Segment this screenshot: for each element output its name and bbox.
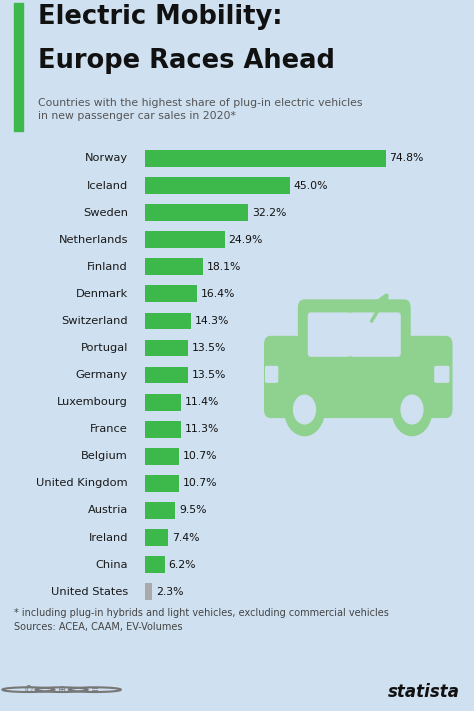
Text: 74.8%: 74.8% — [390, 154, 424, 164]
Text: Germany: Germany — [76, 370, 128, 380]
Bar — [145, 529, 168, 546]
Text: Electric Mobility:: Electric Mobility: — [38, 4, 283, 31]
Text: Countries with the highest share of plug-in electric vehicles
in new passenger c: Countries with the highest share of plug… — [38, 97, 363, 122]
Text: Luxembourg: Luxembourg — [57, 397, 128, 407]
Text: 13.5%: 13.5% — [192, 343, 226, 353]
Text: ⚡: ⚡ — [370, 294, 388, 319]
Text: United Kingdom: United Kingdom — [36, 479, 128, 488]
Text: Belgium: Belgium — [81, 451, 128, 461]
Text: 14.3%: 14.3% — [194, 316, 229, 326]
Text: 6.2%: 6.2% — [168, 560, 196, 570]
Text: 24.9%: 24.9% — [228, 235, 263, 245]
Text: 45.0%: 45.0% — [293, 181, 328, 191]
Bar — [145, 367, 188, 383]
Text: Sweden: Sweden — [83, 208, 128, 218]
Bar — [145, 556, 164, 573]
Bar — [145, 421, 181, 437]
Bar — [145, 475, 179, 492]
Text: 10.7%: 10.7% — [183, 479, 218, 488]
Circle shape — [293, 395, 316, 424]
Text: statista: statista — [388, 683, 460, 701]
Text: Iceland: Iceland — [87, 181, 128, 191]
Bar — [145, 204, 248, 221]
Text: United States: United States — [51, 587, 128, 597]
Text: 18.1%: 18.1% — [207, 262, 241, 272]
Circle shape — [392, 383, 432, 436]
Text: Denmark: Denmark — [76, 289, 128, 299]
Text: 13.5%: 13.5% — [192, 370, 226, 380]
Text: * including plug-in hybrids and light vehicles, excluding commercial vehicles
So: * including plug-in hybrids and light ve… — [14, 608, 389, 632]
FancyBboxPatch shape — [299, 300, 410, 365]
Bar — [145, 583, 152, 600]
FancyBboxPatch shape — [309, 313, 350, 356]
Bar — [14, 3, 23, 131]
Bar — [145, 285, 198, 302]
Text: Finland: Finland — [87, 262, 128, 272]
Text: Norway: Norway — [85, 154, 128, 164]
Text: Ireland: Ireland — [89, 533, 128, 542]
Bar — [145, 231, 225, 248]
Bar — [145, 177, 290, 194]
Bar — [145, 502, 175, 519]
Text: 11.4%: 11.4% — [185, 397, 219, 407]
FancyBboxPatch shape — [265, 367, 278, 383]
FancyBboxPatch shape — [264, 336, 452, 417]
Bar — [145, 150, 386, 167]
Text: Switzerland: Switzerland — [61, 316, 128, 326]
Text: ©: © — [24, 685, 33, 695]
Text: 11.3%: 11.3% — [185, 424, 219, 434]
Text: 10.7%: 10.7% — [183, 451, 218, 461]
Text: 16.4%: 16.4% — [201, 289, 236, 299]
Text: ⊕: ⊕ — [57, 685, 66, 695]
Bar — [145, 448, 179, 465]
FancyBboxPatch shape — [435, 367, 449, 383]
Text: France: France — [90, 424, 128, 434]
Circle shape — [401, 395, 423, 424]
Bar — [145, 394, 182, 410]
FancyBboxPatch shape — [350, 313, 400, 356]
Bar — [145, 340, 188, 356]
Circle shape — [284, 383, 324, 436]
Bar — [145, 258, 203, 275]
Text: Portugal: Portugal — [81, 343, 128, 353]
Text: Netherlands: Netherlands — [58, 235, 128, 245]
Text: Austria: Austria — [88, 506, 128, 515]
Text: 32.2%: 32.2% — [252, 208, 286, 218]
Text: Europe Races Ahead: Europe Races Ahead — [38, 48, 335, 74]
Bar — [145, 313, 191, 329]
Text: 2.3%: 2.3% — [156, 587, 183, 597]
Text: 7.4%: 7.4% — [172, 533, 200, 542]
Text: China: China — [95, 560, 128, 570]
Text: =: = — [91, 685, 99, 695]
Text: 9.5%: 9.5% — [179, 506, 207, 515]
